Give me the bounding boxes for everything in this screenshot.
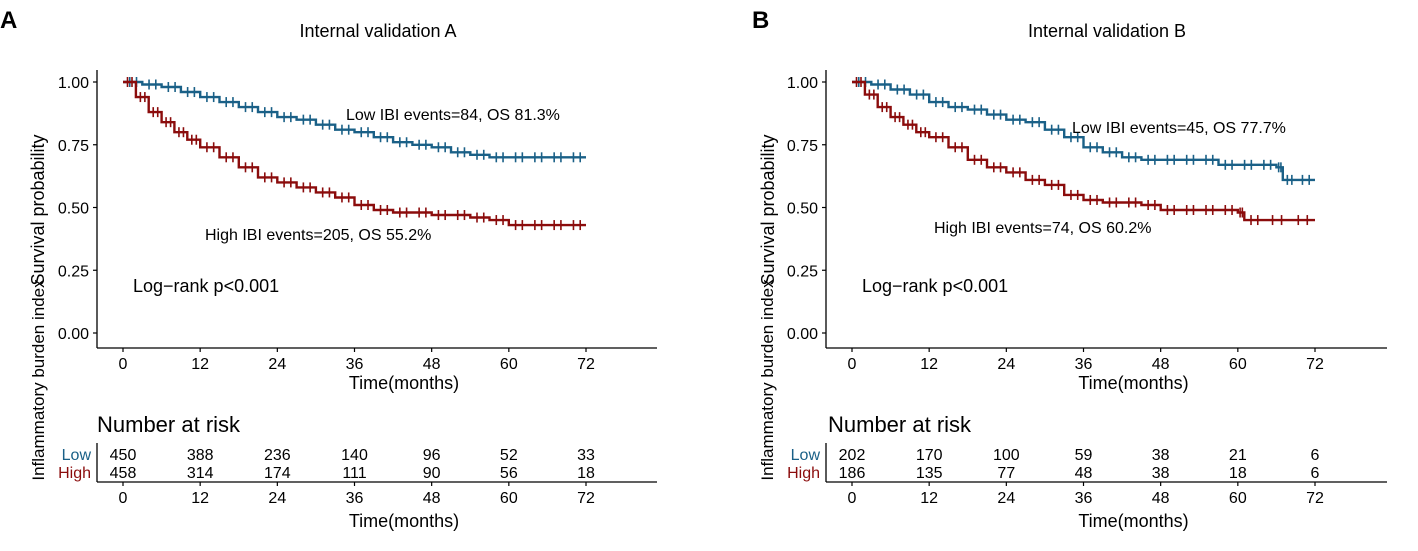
y-axis-label: Survival probability — [758, 134, 778, 285]
risk-row-label-high: High — [787, 465, 820, 482]
risk-x-tick-label: 24 — [997, 490, 1015, 507]
risk-value: 135 — [916, 465, 943, 482]
risk-table-x-label: Time(months) — [349, 511, 459, 531]
risk-value: 388 — [187, 447, 214, 464]
chart-title: Internal validation A — [299, 21, 456, 41]
risk-value: 77 — [997, 465, 1015, 482]
risk-table-title: Number at risk — [97, 412, 241, 437]
risk-x-tick-label: 72 — [1306, 490, 1324, 507]
risk-x-tick-label: 36 — [1075, 490, 1093, 507]
risk-value: 38 — [1152, 447, 1170, 464]
y-tick-label: 0.25 — [787, 263, 818, 280]
risk-value: 18 — [1229, 465, 1247, 482]
risk-x-tick-label: 72 — [577, 490, 595, 507]
risk-x-tick-label: 12 — [920, 490, 938, 507]
risk-value: 56 — [500, 465, 518, 482]
risk-value: 236 — [264, 447, 291, 464]
risk-value: 48 — [1075, 465, 1093, 482]
risk-value: 111 — [342, 465, 366, 482]
risk-value: 59 — [1075, 447, 1093, 464]
risk-x-tick-label: 0 — [848, 490, 857, 507]
risk-value: 33 — [577, 447, 595, 464]
x-tick-label: 24 — [268, 356, 286, 373]
shared-y-label: Inflammatory burden index — [758, 279, 777, 481]
x-tick-label: 0 — [119, 356, 128, 373]
risk-value: 186 — [839, 465, 866, 482]
risk-value: 202 — [839, 447, 866, 464]
x-tick-label: 60 — [500, 356, 518, 373]
shared-y-label: Inflammatory burden index — [29, 279, 48, 481]
risk-x-tick-label: 36 — [346, 490, 364, 507]
y-tick-label: 0.75 — [787, 138, 818, 155]
x-tick-label: 48 — [1152, 356, 1170, 373]
x-axis-label: Time(months) — [1078, 373, 1188, 393]
y-tick-label: 1.00 — [58, 75, 89, 92]
risk-value: 52 — [500, 447, 518, 464]
x-tick-label: 72 — [577, 356, 595, 373]
survival-curve-low — [852, 80, 1315, 182]
risk-value: 18 — [577, 465, 595, 482]
survival-curve-low — [123, 80, 586, 159]
y-tick-label: 0.50 — [58, 201, 89, 218]
risk-x-tick-label: 0 — [119, 490, 128, 507]
risk-row-label-low: Low — [62, 447, 92, 464]
x-tick-label: 60 — [1229, 356, 1247, 373]
risk-x-tick-label: 48 — [423, 490, 441, 507]
risk-value: 6 — [1311, 447, 1320, 464]
risk-x-tick-label: 12 — [191, 490, 209, 507]
survival-curve-high — [852, 80, 1315, 222]
risk-value: 458 — [110, 465, 137, 482]
x-tick-label: 0 — [848, 356, 857, 373]
risk-value: 38 — [1152, 465, 1170, 482]
survival-curve-high — [123, 80, 586, 227]
risk-x-tick-label: 60 — [500, 490, 518, 507]
risk-table-x-label: Time(months) — [1078, 511, 1188, 531]
curve-annotation-low: Low IBI events=45, OS 77.7% — [1072, 120, 1286, 137]
y-tick-label: 0.00 — [787, 326, 818, 343]
risk-value: 96 — [423, 447, 441, 464]
panel-label: A — [0, 7, 17, 34]
logrank-pvalue: Log−rank p<0.001 — [862, 276, 1008, 296]
logrank-pvalue: Log−rank p<0.001 — [133, 276, 279, 296]
risk-x-tick-label: 60 — [1229, 490, 1247, 507]
chart-title: Internal validation B — [1028, 21, 1186, 41]
x-axis-label: Time(months) — [349, 373, 459, 393]
risk-value: 6 — [1311, 465, 1320, 482]
y-axis-label: Survival probability — [28, 134, 48, 285]
risk-value: 314 — [187, 465, 214, 482]
risk-value: 140 — [341, 447, 368, 464]
curve-annotation-low: Low IBI events=84, OS 81.3% — [346, 107, 560, 124]
y-tick-label: 1.00 — [787, 75, 818, 92]
risk-row-label-low: Low — [791, 447, 821, 464]
x-tick-label: 12 — [191, 356, 209, 373]
risk-x-tick-label: 48 — [1152, 490, 1170, 507]
y-tick-label: 0.75 — [58, 138, 89, 155]
risk-value: 170 — [916, 447, 943, 464]
x-tick-label: 12 — [920, 356, 938, 373]
curve-annotation-high: High IBI events=74, OS 60.2% — [934, 220, 1151, 237]
y-tick-label: 0.25 — [58, 263, 89, 280]
curve-annotation-high: High IBI events=205, OS 55.2% — [205, 227, 431, 244]
risk-value: 90 — [423, 465, 441, 482]
x-tick-label: 24 — [997, 356, 1015, 373]
panel-label: B — [752, 7, 769, 34]
x-tick-label: 36 — [1075, 356, 1093, 373]
risk-value: 174 — [264, 465, 291, 482]
risk-value: 100 — [993, 447, 1020, 464]
risk-table-title: Number at risk — [828, 412, 972, 437]
risk-value: 21 — [1229, 447, 1247, 464]
risk-row-label-high: High — [58, 465, 91, 482]
risk-x-tick-label: 24 — [268, 490, 286, 507]
x-tick-label: 72 — [1306, 356, 1324, 373]
y-tick-label: 0.50 — [787, 201, 818, 218]
x-tick-label: 48 — [423, 356, 441, 373]
x-tick-label: 36 — [346, 356, 364, 373]
y-tick-label: 0.00 — [58, 326, 89, 343]
risk-value: 450 — [110, 447, 137, 464]
